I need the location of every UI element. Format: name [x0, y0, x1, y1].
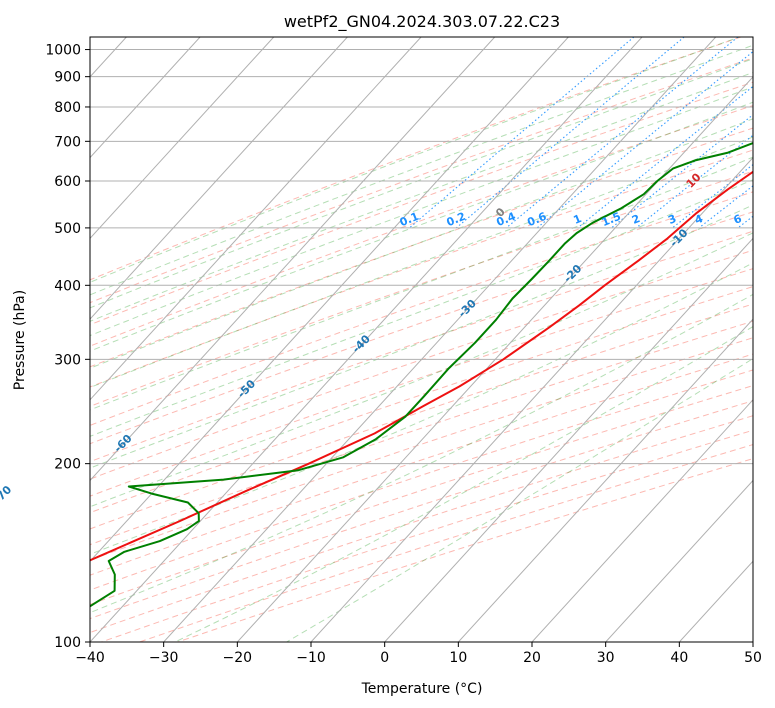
- mixing-ratio-label: 6: [732, 212, 744, 227]
- moist-adiabat-line: [90, 37, 741, 283]
- y-tick-label: 900: [54, 70, 81, 86]
- dry-adiabat-line: [90, 149, 753, 388]
- x-tick-label: 20: [523, 650, 541, 666]
- sounding-series: [90, 141, 753, 608]
- isotherm-line: [90, 37, 201, 159]
- dry-adiabat-line: [90, 104, 753, 347]
- moist-adiabat-line: [90, 262, 753, 555]
- isotherm-line: [310, 156, 753, 642]
- isotherm-line: [605, 479, 753, 642]
- x-axis-label: Temperature (°C): [361, 681, 483, 697]
- x-tick-label: 10: [449, 650, 467, 666]
- isotherm-line: [163, 37, 717, 642]
- dry-adiabat-line: [90, 191, 753, 426]
- isotherm-line: [384, 237, 753, 642]
- moist-adiabat-label: 10: [684, 170, 704, 190]
- moist-adiabat-line: [90, 44, 753, 296]
- x-tick-label: −40: [75, 650, 105, 666]
- isotherm-line: [531, 399, 753, 642]
- isotherm-line: [90, 37, 643, 642]
- dry-adiabat-line: [90, 57, 753, 304]
- isotherm-label: -70: [0, 483, 15, 506]
- y-axis-ticks: 100 200 300 400 500 600 700 800 900 1000: [45, 43, 90, 651]
- y-tick-label: 700: [54, 134, 81, 150]
- mixing-ratio-line: [766, 37, 775, 228]
- dewpoint-line: [90, 141, 753, 608]
- mixing-ratio-label: 2: [630, 212, 642, 227]
- isotherm-line: [90, 37, 348, 320]
- y-tick-label: 1000: [45, 43, 81, 59]
- dry-adiabat-line: [90, 415, 753, 634]
- plot-frame: [89, 36, 754, 643]
- mixing-ratio-line: [698, 185, 753, 229]
- isotherm-line: [236, 76, 753, 642]
- x-tick-label: −10: [296, 650, 326, 666]
- y-tick-label: 300: [54, 352, 81, 368]
- dry-adiabat-line: [138, 444, 753, 642]
- x-tick-label: −20: [223, 650, 253, 666]
- isotherm-line: [457, 318, 753, 642]
- y-tick-label: 500: [54, 221, 81, 237]
- y-tick-label: 100: [54, 635, 81, 651]
- mixing-ratio-label: 3: [666, 212, 678, 227]
- mixing-ratio-line: [536, 50, 753, 229]
- x-axis-ticks: −40 −30 −20 −10 0 10 20 30 40 50: [75, 642, 762, 666]
- mixing-ratio-label: 1: [572, 212, 584, 227]
- mixing-ratio-line: [672, 163, 753, 229]
- dry-adiabat-line: [176, 458, 753, 642]
- dry-adiabat-line: [90, 211, 753, 445]
- dry-adiabat-line: [90, 320, 753, 546]
- temperature-line: [90, 170, 753, 562]
- mixing-ratio-lines: [409, 37, 775, 229]
- moist-adiabat-line: [90, 156, 753, 411]
- dry-adiabat-line: [90, 37, 742, 281]
- isotherm-line: [90, 37, 275, 240]
- mixing-ratio-line: [737, 215, 753, 229]
- moist-adiabat-line: [90, 58, 753, 309]
- mixing-ratio-line: [611, 114, 753, 229]
- y-tick-label: 200: [54, 457, 81, 473]
- y-tick-label: 800: [54, 100, 81, 116]
- mixing-ratio-label: 1.5: [600, 210, 623, 229]
- dry-adiabat-line: [90, 286, 753, 514]
- x-tick-label: 0: [380, 650, 389, 666]
- dry-adiabat-line: [90, 400, 753, 620]
- dry-adiabat-line: [99, 429, 753, 642]
- isotherm-line: [752, 641, 753, 642]
- y-tick-label: 600: [54, 174, 81, 190]
- moist-adiabat-line: [90, 71, 753, 322]
- y-axis-label: Pressure (hPa): [12, 290, 28, 390]
- y-tick-label: 400: [54, 278, 81, 294]
- moist-adiabat-line: [90, 232, 753, 508]
- x-tick-label: 30: [597, 650, 615, 666]
- isotherm-lines: [90, 37, 753, 642]
- x-tick-label: 40: [670, 650, 688, 666]
- x-tick-label: 50: [744, 650, 762, 666]
- isotherm-line: [90, 37, 422, 401]
- mixing-ratio-label: 0.2: [445, 210, 468, 229]
- dry-adiabat-line: [90, 170, 753, 407]
- mixing-ratio-label: 0.6: [525, 210, 548, 229]
- moist-adiabat-line: [90, 136, 753, 389]
- chart-title: wetPf2_GN04.2024.303.07.22.C23: [284, 12, 560, 32]
- x-tick-label: −30: [149, 650, 179, 666]
- isotherm-line: [90, 37, 569, 563]
- moist-adiabat-line: [90, 86, 753, 337]
- mixing-ratio-line: [505, 37, 739, 229]
- isotherm-line: [90, 37, 496, 482]
- moist-adiabat-line: [286, 357, 753, 642]
- mixing-ratio-line: [455, 37, 685, 229]
- pressure-gridlines: [90, 49, 753, 642]
- mixing-ratio-line: [577, 85, 753, 229]
- mixing-ratio-line: [409, 37, 635, 229]
- dry-adiabat-line: [90, 127, 753, 368]
- dry-adiabat-line: [90, 230, 753, 463]
- mixing-ratio-label: 4: [693, 212, 705, 227]
